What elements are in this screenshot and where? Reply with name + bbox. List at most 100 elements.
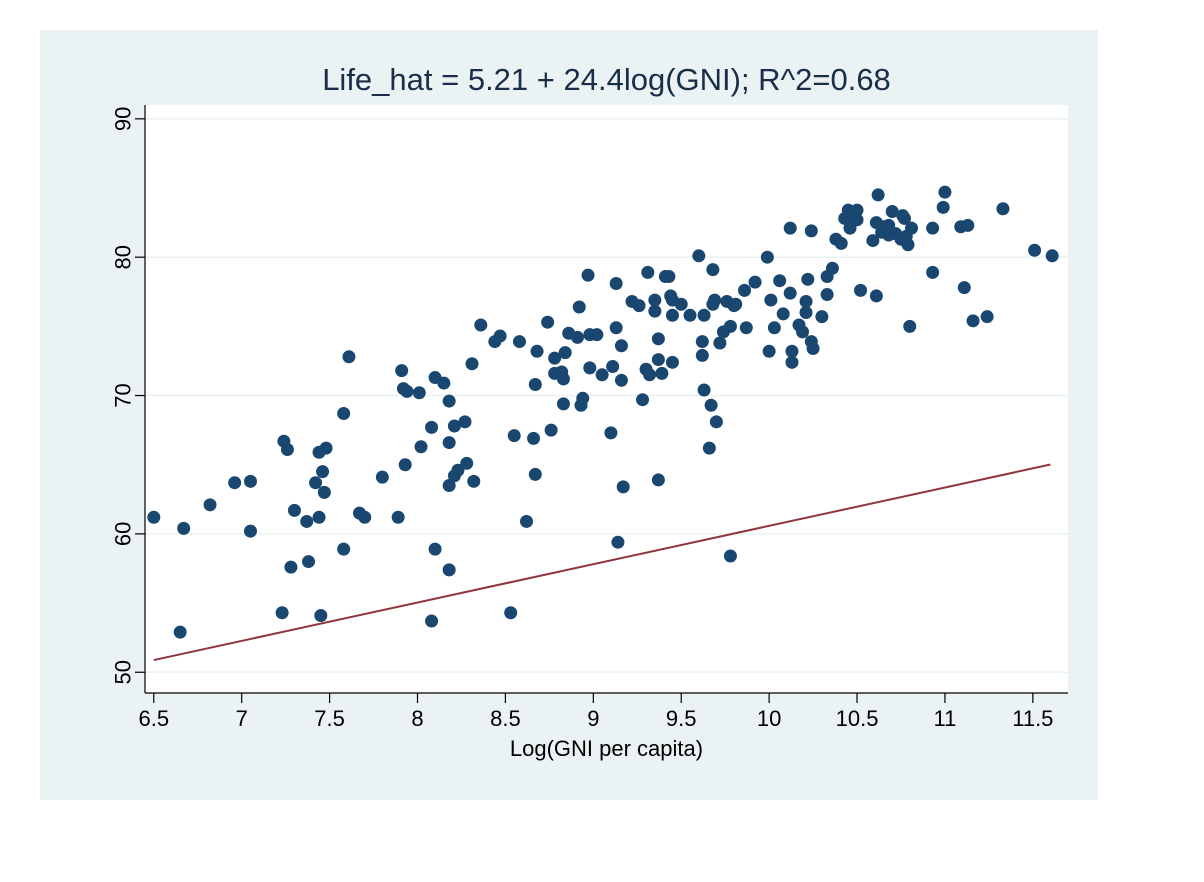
data-point (460, 456, 474, 470)
data-point (558, 346, 572, 360)
data-point (665, 355, 679, 369)
data-point (442, 478, 456, 492)
data-point (706, 263, 720, 277)
data-point (820, 288, 834, 302)
data-point (655, 366, 669, 380)
data-point (695, 335, 709, 349)
data-point (764, 293, 778, 307)
data-point (177, 521, 191, 535)
data-point (796, 325, 810, 339)
data-point (825, 261, 839, 275)
data-point (614, 373, 628, 387)
data-point (662, 270, 676, 284)
data-point (581, 268, 595, 282)
data-point (815, 310, 829, 324)
data-point (458, 415, 472, 429)
data-point (398, 458, 412, 472)
data-point (425, 614, 439, 628)
fit-line (153, 463, 1051, 662)
data-point (609, 276, 623, 290)
x-tick-label: 10 (757, 706, 781, 731)
data-point (702, 441, 716, 455)
data-point (243, 474, 257, 488)
data-point (926, 221, 940, 235)
data-point (854, 283, 868, 297)
data-point (467, 474, 481, 488)
data-point (748, 275, 762, 289)
data-point (648, 304, 662, 318)
data-point (556, 397, 570, 411)
data-point (442, 563, 456, 577)
data-point (683, 308, 697, 322)
data-point (147, 510, 161, 524)
data-point (692, 249, 706, 263)
data-point (604, 426, 618, 440)
data-point (275, 606, 289, 620)
data-point (762, 344, 776, 358)
data-point (243, 524, 257, 538)
data-point (785, 344, 799, 358)
data-point (451, 463, 465, 477)
data-point (442, 436, 456, 450)
x-tick-label: 9 (587, 706, 599, 731)
data-point (507, 429, 521, 443)
data-point (643, 368, 657, 382)
data-point (228, 476, 242, 490)
data-point (317, 485, 331, 499)
x-tick-label: 9.5 (666, 706, 697, 731)
data-point (697, 383, 711, 397)
data-point (936, 200, 950, 214)
data-point (980, 310, 994, 324)
data-point (926, 265, 940, 279)
data-point (342, 350, 356, 364)
x-tick-label: 6.5 (138, 706, 169, 731)
data-point (520, 514, 534, 528)
data-point (850, 213, 864, 227)
data-point (641, 265, 655, 279)
data-point (961, 218, 975, 232)
data-point (804, 224, 818, 238)
data-point (173, 625, 187, 639)
data-point (302, 555, 316, 569)
y-tick-label: 50 (111, 660, 136, 684)
data-point (674, 297, 688, 311)
data-point (783, 221, 797, 235)
data-point (651, 332, 665, 346)
data-point (375, 470, 389, 484)
data-point (938, 185, 952, 199)
data-point (957, 281, 971, 295)
data-point (651, 473, 665, 487)
data-point (316, 465, 330, 479)
data-point (530, 344, 544, 358)
data-point (773, 274, 787, 288)
data-point (783, 286, 797, 300)
y-tick-label: 60 (111, 522, 136, 546)
x-tick-label: 10.5 (836, 706, 879, 731)
data-point (1045, 249, 1059, 263)
data-point (442, 394, 456, 408)
data-point (309, 476, 323, 490)
data-point (695, 348, 709, 362)
data-point (709, 415, 723, 429)
data-point (723, 549, 737, 563)
data-point (337, 407, 351, 421)
data-point (400, 384, 414, 398)
data-point (512, 335, 526, 349)
data-point (314, 609, 328, 623)
data-point (632, 299, 646, 313)
data-point (412, 386, 426, 400)
chart-panel: 50 60 70 80 90 6.5 7 7.5 8 8.5 9 9.5 10 10.5 11 11.5 L… (40, 30, 1098, 800)
data-point (300, 514, 314, 528)
data-point (799, 306, 813, 320)
scatter-chart: 50 60 70 80 90 6.5 7 7.5 8 8.5 9 9.5 10 10.5 11 11.5 L… (111, 62, 1068, 761)
data-point (869, 289, 883, 303)
data-point (871, 188, 885, 202)
data-point (738, 283, 752, 297)
x-tick-label: 11.5 (1012, 706, 1053, 731)
data-point (760, 250, 774, 264)
data-point (474, 318, 488, 332)
data-point (319, 441, 333, 455)
x-tick-label: 7.5 (314, 706, 345, 731)
y-tick-label: 70 (111, 383, 136, 407)
data-point (850, 203, 864, 217)
